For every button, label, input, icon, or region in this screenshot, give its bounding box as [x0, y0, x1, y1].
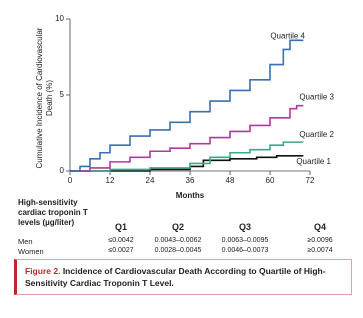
caption-text: Incidence of Cardiovascular Death Accord… — [25, 266, 326, 288]
table-cell: 0.0028–0.0045 — [154, 247, 202, 254]
caption-label: Figure 2. — [25, 266, 61, 276]
x-tick-label: 12 — [106, 176, 115, 185]
column-header: Q4 — [313, 222, 326, 232]
series-line — [70, 39, 304, 172]
table-cell: ≤0.0027 — [108, 247, 134, 254]
row-header: Women — [18, 247, 44, 256]
series-line — [70, 155, 304, 172]
series-label: Quartile 2 — [299, 130, 334, 139]
x-tick-label: 0 — [68, 176, 73, 185]
column-header: Q2 — [171, 222, 184, 232]
table-cell: ≥0.0096 — [307, 237, 333, 244]
x-tick-label: 48 — [226, 176, 235, 185]
column-header: Q3 — [238, 222, 251, 232]
series-label: Quartile 3 — [299, 93, 334, 102]
caption: Figure 2. Incidence of Cardiovascular De… — [14, 259, 352, 295]
series-label: Quartile 4 — [270, 31, 305, 40]
series-line — [70, 104, 304, 172]
table-cell: ≤0.0042 — [108, 237, 134, 244]
table-cell: 0.0043–0.0062 — [154, 237, 202, 244]
table-cell: ≥0.0074 — [307, 247, 333, 254]
y-axis-label: Cumulative Incidence of Cardiovascular D… — [35, 27, 54, 169]
table-cell: 0.0046–0.0073 — [221, 247, 269, 254]
row-header: Men — [18, 237, 33, 246]
x-tick-label: 72 — [306, 176, 315, 185]
series-label: Quartile 1 — [296, 157, 331, 166]
x-tick-label: 60 — [266, 176, 275, 185]
y-tick-label: 5 — [60, 90, 65, 99]
y-tick-label: 0 — [60, 166, 65, 175]
x-tick-label: 24 — [146, 176, 155, 185]
x-tick-label: 36 — [186, 176, 195, 185]
column-header: Q1 — [114, 222, 127, 232]
table-cell: 0.0063–0.0095 — [221, 237, 269, 244]
y-tick-label: 10 — [55, 14, 64, 23]
series-line — [70, 141, 304, 172]
table-header: High-sensitivity cardiac troponin T leve… — [18, 198, 88, 227]
x-axis-label: Months — [176, 191, 205, 200]
